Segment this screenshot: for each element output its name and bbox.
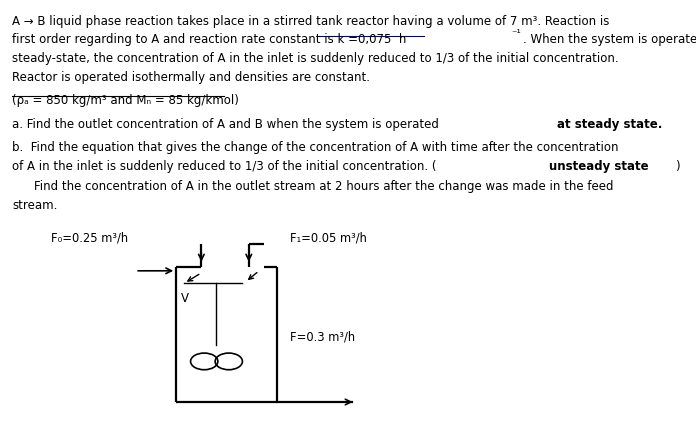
Text: F=0.3 m³/h: F=0.3 m³/h — [290, 331, 355, 344]
Text: first order regarding to A and reaction rate constant is k =0,075  h: first order regarding to A and reaction … — [13, 34, 406, 46]
Text: steady-state, the concentration of A in the inlet is suddenly reduced to 1/3 of : steady-state, the concentration of A in … — [13, 52, 619, 65]
Text: stream.: stream. — [13, 199, 58, 212]
Text: b.  Find the equation that gives the change of the concentration of A with time : b. Find the equation that gives the chan… — [13, 141, 619, 154]
Text: of A in the inlet is suddenly reduced to 1/3 of the initial concentration. (: of A in the inlet is suddenly reduced to… — [13, 160, 437, 173]
Text: F₁=0.05 m³/h: F₁=0.05 m³/h — [290, 232, 367, 245]
Text: ): ) — [675, 160, 680, 173]
Text: Find the concentration of A in the outlet stream at 2 hours after the change was: Find the concentration of A in the outle… — [34, 181, 614, 193]
Text: a. Find the outlet concentration of A and B when the system is operated: a. Find the outlet concentration of A an… — [13, 118, 443, 131]
Text: Reactor is operated isothermally and densities are constant.: Reactor is operated isothermally and den… — [13, 71, 370, 84]
Text: unsteady state: unsteady state — [549, 160, 649, 173]
Text: (ρₐ = 850 kg/m³ and Mₙ = 85 kg/kmol): (ρₐ = 850 kg/m³ and Mₙ = 85 kg/kmol) — [13, 94, 239, 107]
Text: A → B liquid phase reaction takes place in a stirred tank reactor having a volum: A → B liquid phase reaction takes place … — [13, 15, 610, 28]
Text: V: V — [181, 292, 189, 305]
Text: . When the system is operated at: . When the system is operated at — [523, 34, 696, 46]
Text: ⁻¹: ⁻¹ — [511, 29, 521, 39]
Text: F₀=0.25 m³/h: F₀=0.25 m³/h — [52, 232, 129, 245]
Text: at steady state.: at steady state. — [557, 118, 663, 131]
